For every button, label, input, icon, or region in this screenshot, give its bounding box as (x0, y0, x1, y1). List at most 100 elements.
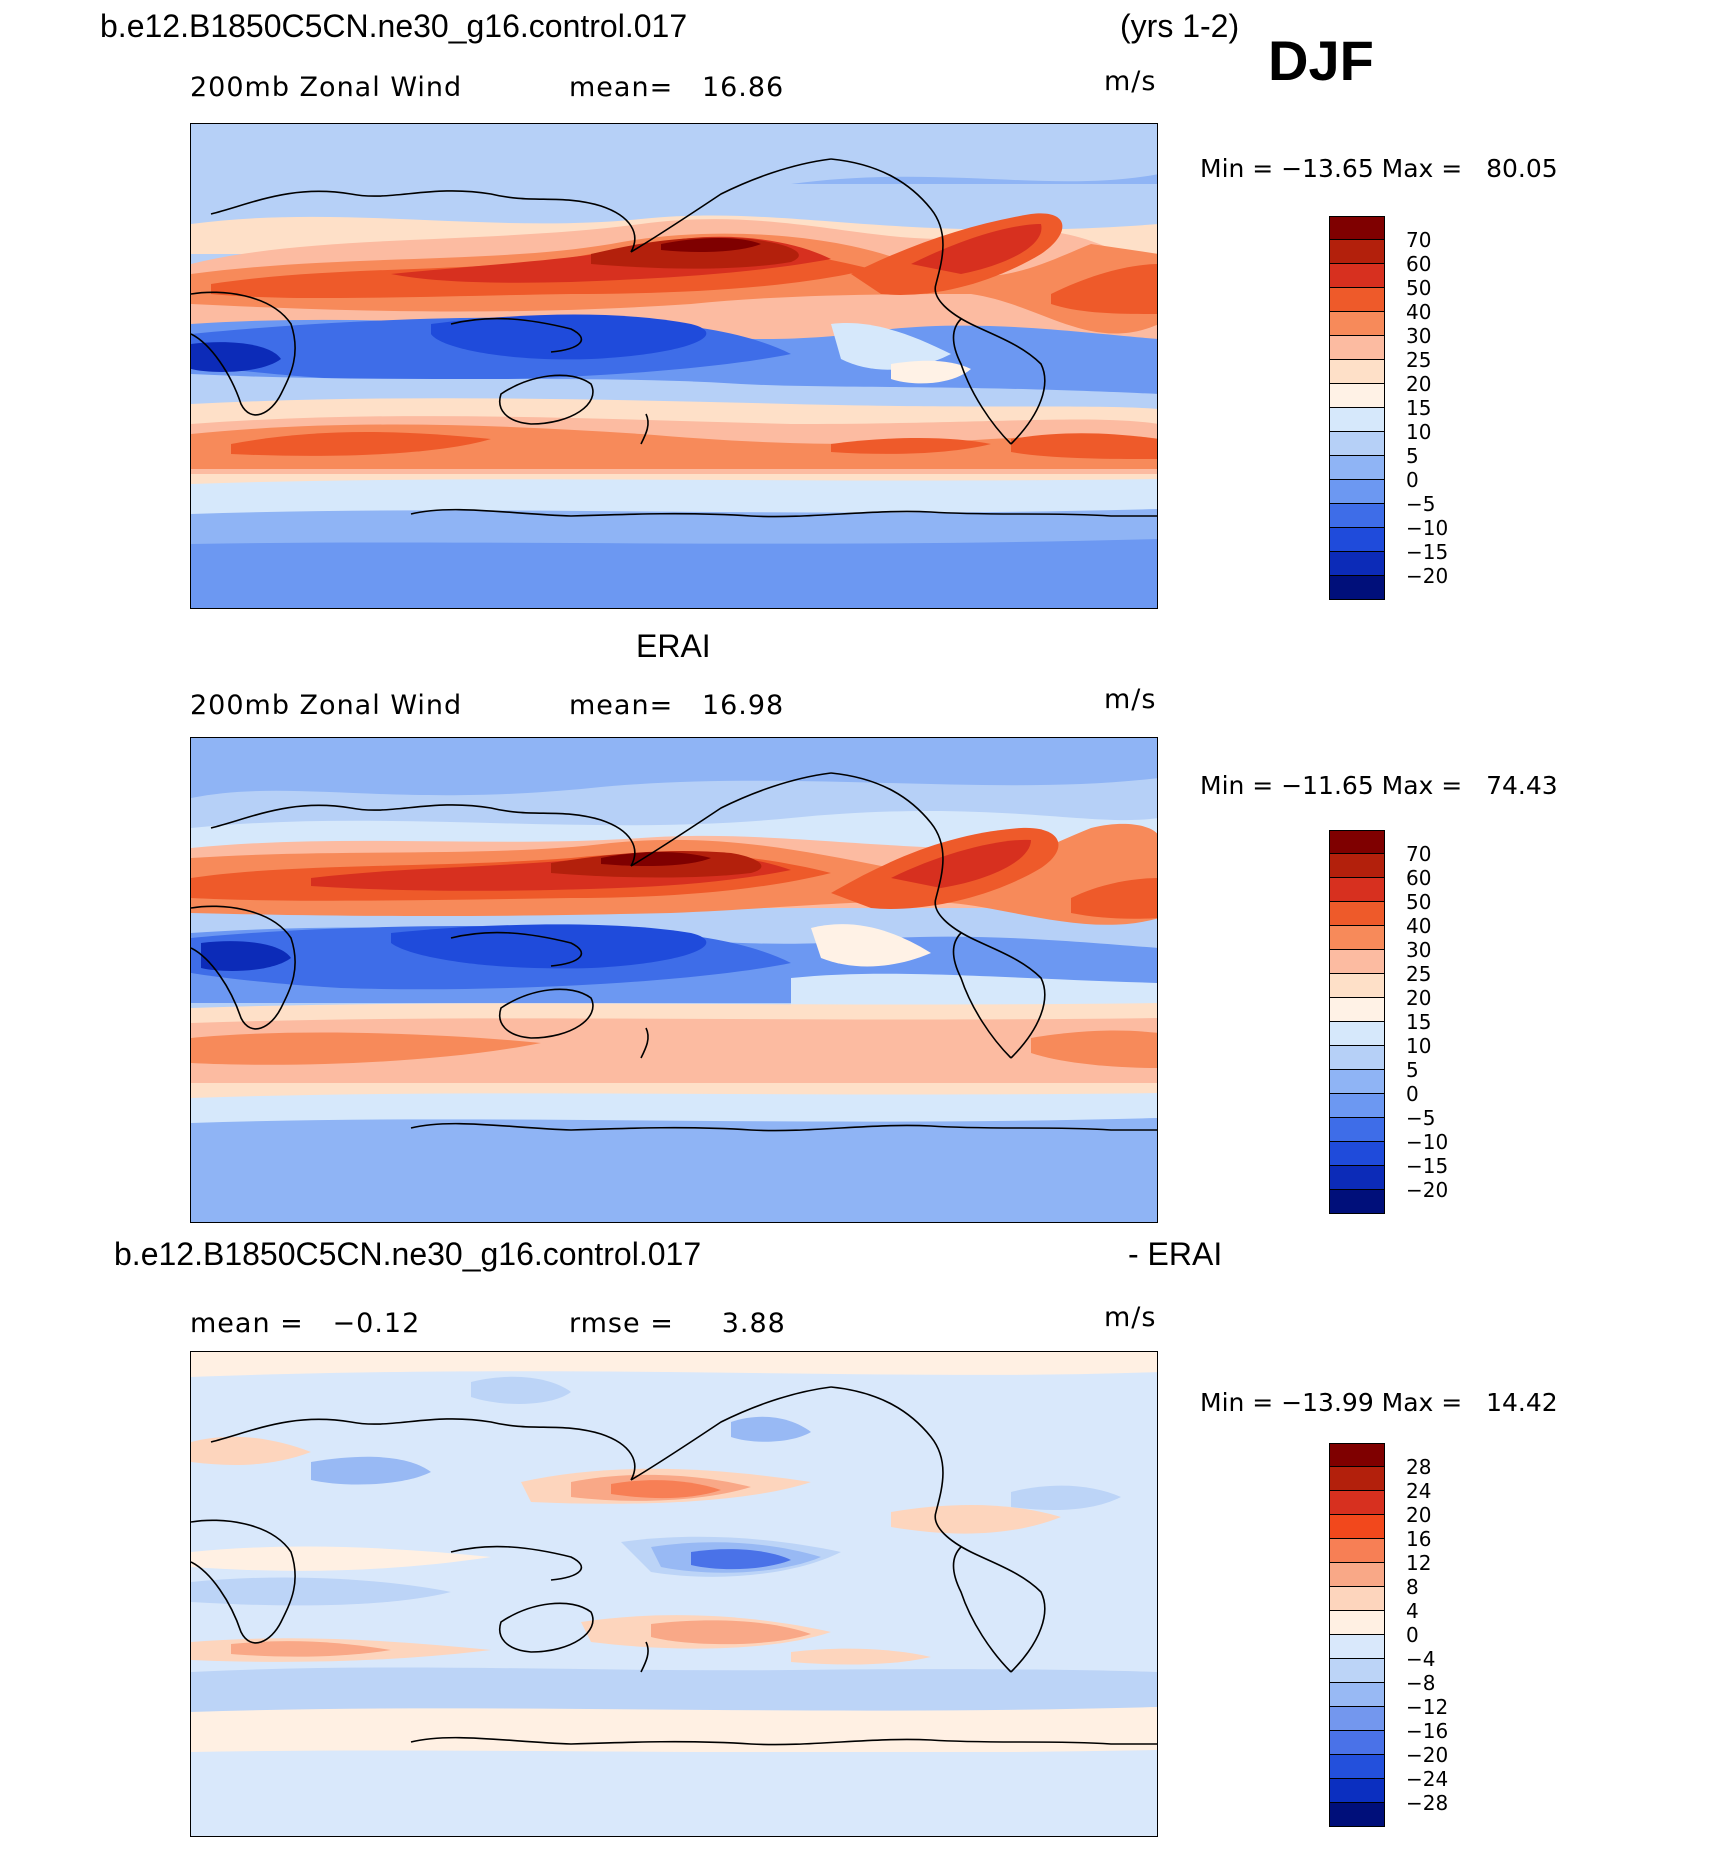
colorbar-cell (1329, 240, 1385, 264)
colorbar-cell (1329, 878, 1385, 902)
colorbar-tick-label: 0 (1406, 1623, 1419, 1647)
colorbar-tick-label: −10 (1406, 516, 1449, 540)
colorbar-tick-label: 30 (1406, 324, 1432, 348)
colorbar-cell (1329, 1166, 1385, 1190)
panel3-title-left: b.e12.B1850C5CN.ne30_g16.control.017 (114, 1236, 702, 1272)
panel1-units-label: m/s (1104, 66, 1157, 97)
colorbar-tick-label: 4 (1406, 1599, 1419, 1623)
colorbar-tick-label: −15 (1406, 1154, 1449, 1178)
colorbar-tick-label: −4 (1406, 1647, 1436, 1671)
colorbar-cell (1329, 576, 1385, 600)
season-label: DJF (1268, 29, 1374, 92)
colorbar-cell (1329, 1443, 1385, 1467)
colorbar-cell (1329, 902, 1385, 926)
panel1-mean-label: mean= 16.86 (569, 72, 785, 103)
colorbar-tick-label: 16 (1406, 1527, 1432, 1551)
colorbar-tick-label: −12 (1406, 1695, 1449, 1719)
colorbar-cell (1329, 926, 1385, 950)
colorbar-tick-label: −16 (1406, 1719, 1449, 1743)
colorbar-tick-label: 5 (1406, 1058, 1419, 1082)
colorbar-tick-label: 25 (1406, 348, 1432, 372)
panel2-variable-label: 200mb Zonal Wind (190, 690, 463, 721)
colorbar-cell (1329, 408, 1385, 432)
colorbar-cell (1329, 360, 1385, 384)
case-title: b.e12.B1850C5CN.ne30_g16.control.017 (100, 8, 688, 44)
colorbar-tick-label: 30 (1406, 938, 1432, 962)
colorbar-cell (1329, 480, 1385, 504)
colorbar-cell (1329, 1070, 1385, 1094)
colorbar-tick-label: −20 (1406, 1743, 1449, 1767)
colorbar-tick-label: −10 (1406, 1130, 1449, 1154)
colorbar-tick-label: −24 (1406, 1767, 1449, 1791)
difference-zonal-wind-map (190, 1351, 1158, 1837)
colorbar-tick-label: 70 (1406, 228, 1432, 252)
colorbar-tick-label: 40 (1406, 914, 1432, 938)
colorbar-cell (1329, 288, 1385, 312)
colorbar-tick-label: 5 (1406, 444, 1419, 468)
colorbar-cell (1329, 528, 1385, 552)
colorbar-cell (1329, 1683, 1385, 1707)
colorbar-cell (1329, 1094, 1385, 1118)
colorbar-tick-label: 70 (1406, 842, 1432, 866)
colorbar-tick-label: −15 (1406, 540, 1449, 564)
colorbar-tick-label: −5 (1406, 1106, 1436, 1130)
colorbar-tick-label: 10 (1406, 1034, 1432, 1058)
colorbar-cell (1329, 1587, 1385, 1611)
colorbar-cell (1329, 1190, 1385, 1214)
colorbar-tick-label: 20 (1406, 1503, 1432, 1527)
colorbar-cell (1329, 1659, 1385, 1683)
colorbar-cell (1329, 456, 1385, 480)
colorbar-cell (1329, 1022, 1385, 1046)
colorbar-cell (1329, 384, 1385, 408)
colorbar-cell (1329, 1635, 1385, 1659)
panel1-minmax-label: Min = −13.65 Max = 80.05 (1200, 154, 1558, 183)
colorbar-tick-label: 25 (1406, 962, 1432, 986)
colorbar-tick-label: 24 (1406, 1479, 1432, 1503)
colorbar-cell (1329, 1563, 1385, 1587)
colorbar-cell (1329, 1118, 1385, 1142)
colorbar-cell (1329, 1539, 1385, 1563)
colorbar-cell (1329, 1515, 1385, 1539)
colorbar-cell (1329, 1142, 1385, 1166)
panel2-units-label: m/s (1104, 684, 1157, 715)
colorbar-cell (1329, 974, 1385, 998)
colorbar-cell (1329, 264, 1385, 288)
colorbar-cell (1329, 1779, 1385, 1803)
colorbar-tick-label: 20 (1406, 986, 1432, 1010)
colorbar-cell (1329, 998, 1385, 1022)
colorbar-tick-label: 60 (1406, 866, 1432, 890)
colorbar-tick-label: 15 (1406, 1010, 1432, 1034)
colorbar-cell (1329, 312, 1385, 336)
colorbar-cell (1329, 432, 1385, 456)
colorbar-cell (1329, 552, 1385, 576)
panel3-units-label: m/s (1104, 1302, 1157, 1333)
colorbar-cell (1329, 1755, 1385, 1779)
colorbar-tick-label: 12 (1406, 1551, 1432, 1575)
colorbar-cell (1329, 216, 1385, 240)
colorbar-cell (1329, 1491, 1385, 1515)
colorbar-cell (1329, 1803, 1385, 1827)
colorbar-tick-label: −28 (1406, 1791, 1449, 1815)
colorbar-tick-label: −20 (1406, 1178, 1449, 1202)
model-zonal-wind-map (190, 123, 1158, 609)
erai-colorbar (1329, 830, 1385, 1214)
difference-colorbar (1329, 1443, 1385, 1827)
panel3-rmse-label: rmse = 3.88 (569, 1308, 786, 1339)
colorbar-cell (1329, 854, 1385, 878)
colorbar-tick-label: −8 (1406, 1671, 1436, 1695)
colorbar-tick-label: 10 (1406, 420, 1432, 444)
colorbar-tick-label: 40 (1406, 300, 1432, 324)
panel2-minmax-label: Min = −11.65 Max = 74.43 (1200, 771, 1558, 800)
colorbar-tick-label: 60 (1406, 252, 1432, 276)
panel2-mean-label: mean= 16.98 (569, 690, 785, 721)
colorbar-cell (1329, 1611, 1385, 1635)
panel3-minmax-label: Min = −13.99 Max = 14.42 (1200, 1388, 1558, 1417)
colorbar-cell (1329, 1707, 1385, 1731)
erai-zonal-wind-map (190, 737, 1158, 1223)
colorbar-tick-label: 28 (1406, 1455, 1432, 1479)
model-colorbar (1329, 216, 1385, 600)
panel3-mean-label: mean = −0.12 (190, 1308, 421, 1339)
colorbar-cell (1329, 830, 1385, 854)
colorbar-cell (1329, 950, 1385, 974)
colorbar-cell (1329, 504, 1385, 528)
